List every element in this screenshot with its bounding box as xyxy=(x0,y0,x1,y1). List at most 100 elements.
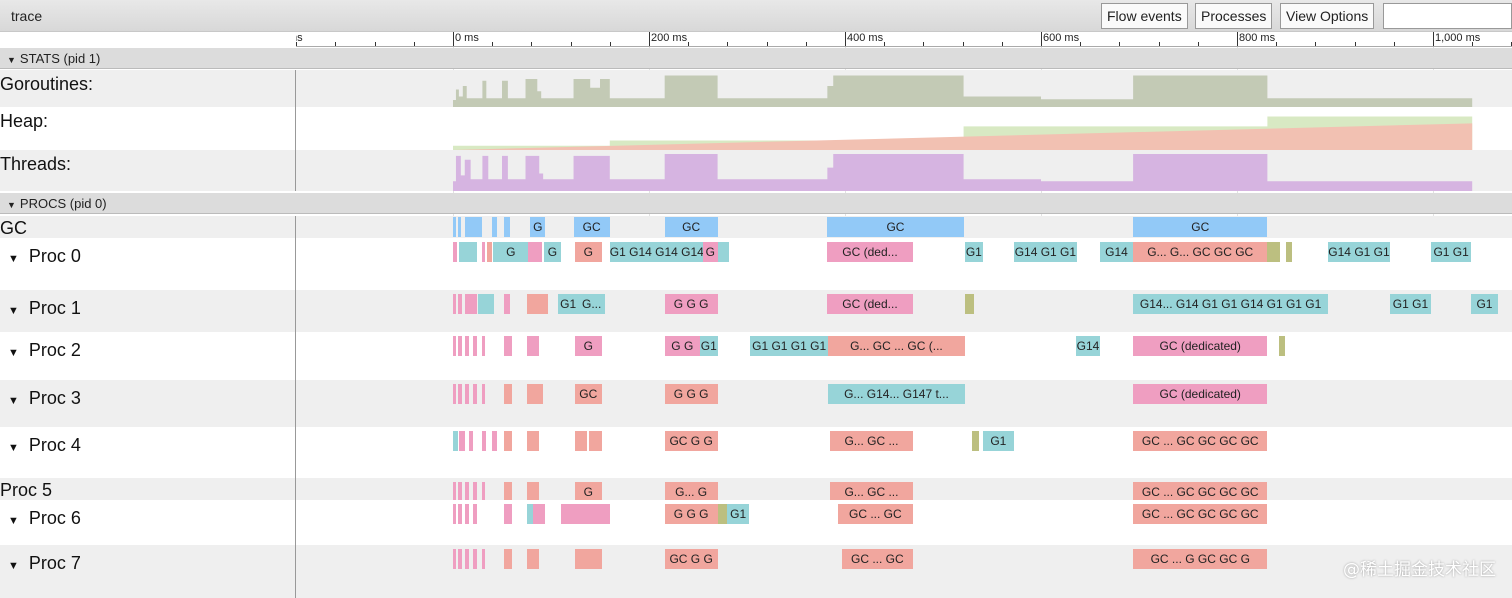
slice[interactable]: G1 G1 xyxy=(1389,294,1432,314)
slice[interactable] xyxy=(1286,242,1292,262)
slice[interactable]: G1 xyxy=(1471,294,1498,314)
slice[interactable] xyxy=(482,336,486,356)
slice[interactable]: G1 xyxy=(557,294,579,314)
slice[interactable]: G... GC ... xyxy=(830,431,913,451)
proc-0-label[interactable]: ▼ Proc 0 xyxy=(0,238,296,290)
slice[interactable] xyxy=(717,504,728,524)
slice[interactable]: G G G xyxy=(664,504,718,524)
slice[interactable]: GC xyxy=(664,217,718,237)
slice[interactable]: G... GC ... xyxy=(830,482,913,500)
triangle-down-icon[interactable]: ▼ xyxy=(8,347,19,359)
slice[interactable] xyxy=(560,504,610,524)
slice[interactable] xyxy=(527,431,540,451)
triangle-down-icon[interactable]: ▼ xyxy=(8,560,19,572)
slice[interactable]: G... G14... G147 t... xyxy=(828,384,965,404)
slice[interactable] xyxy=(503,431,512,451)
slice[interactable] xyxy=(503,217,510,237)
slice[interactable] xyxy=(527,482,540,500)
slice[interactable]: GC ... GC GC GC GC xyxy=(1133,431,1268,451)
slice[interactable]: G14 xyxy=(1076,336,1100,356)
slice[interactable] xyxy=(503,384,512,404)
slice[interactable] xyxy=(453,482,456,500)
slice[interactable]: G1 xyxy=(727,504,749,524)
slice[interactable]: G1 xyxy=(983,431,1014,451)
slice[interactable] xyxy=(464,384,469,404)
proc-4-label[interactable]: ▼ Proc 4 xyxy=(0,427,296,478)
slice[interactable] xyxy=(482,431,487,451)
slice[interactable] xyxy=(453,294,456,314)
slice[interactable]: GC xyxy=(573,217,610,237)
slice[interactable] xyxy=(457,482,462,500)
slice[interactable]: GC ... G GC GC G xyxy=(1133,549,1268,569)
triangle-down-icon[interactable]: ▼ xyxy=(8,253,19,265)
slice[interactable] xyxy=(527,384,544,404)
slice[interactable] xyxy=(453,384,456,404)
slice[interactable]: G xyxy=(574,336,602,356)
slice[interactable]: G G G xyxy=(664,384,718,404)
slice[interactable]: GC ... GC xyxy=(838,504,913,524)
slice[interactable] xyxy=(503,482,512,500)
slice[interactable]: GC xyxy=(1133,217,1268,237)
slice[interactable] xyxy=(457,384,462,404)
slice[interactable]: G... G... GC GC GC xyxy=(1133,242,1268,262)
slice[interactable]: G xyxy=(574,482,602,500)
slice[interactable] xyxy=(464,504,469,524)
slice[interactable]: GC (ded... xyxy=(827,242,913,262)
slice[interactable]: GC ... GC GC GC GC xyxy=(1133,482,1268,500)
slice[interactable] xyxy=(527,336,540,356)
slice[interactable]: G1 xyxy=(964,242,984,262)
slice[interactable]: GC xyxy=(827,217,964,237)
slice[interactable]: GC ... GC xyxy=(842,549,913,569)
slice[interactable] xyxy=(503,336,512,356)
slice[interactable] xyxy=(457,504,462,524)
slice[interactable] xyxy=(492,217,498,237)
slice[interactable]: G14 G1 G1 xyxy=(1013,242,1078,262)
slice[interactable] xyxy=(472,549,478,569)
slice[interactable]: GC ... GC GC GC GC xyxy=(1133,504,1268,524)
slice[interactable]: G xyxy=(702,242,718,262)
processes-button[interactable]: Processes xyxy=(1195,3,1273,29)
slice[interactable] xyxy=(472,336,478,356)
slice[interactable]: G1 xyxy=(699,336,718,356)
slice[interactable]: G xyxy=(544,242,561,262)
slice[interactable] xyxy=(717,242,730,262)
slice[interactable]: G14 xyxy=(1099,242,1134,262)
slice[interactable] xyxy=(482,482,486,500)
view-options-button[interactable]: View Options xyxy=(1280,3,1375,29)
slice[interactable] xyxy=(527,504,534,524)
slice[interactable]: G xyxy=(530,217,546,237)
slice[interactable] xyxy=(482,384,486,404)
triangle-down-icon[interactable]: ▼ xyxy=(8,442,19,454)
slice[interactable] xyxy=(589,431,602,451)
slice[interactable] xyxy=(964,294,975,314)
proc-1-label[interactable]: ▼ Proc 1 xyxy=(0,290,296,332)
proc-3-label[interactable]: ▼ Proc 3 xyxy=(0,380,296,427)
slice[interactable] xyxy=(457,294,462,314)
proc-2-label[interactable]: ▼ Proc 2 xyxy=(0,332,296,380)
slice[interactable] xyxy=(458,431,465,451)
time-ruler[interactable]: ms 0 ms 200 ms 400 ms 600 ms 800 ms 1,000 ms xyxy=(296,32,1512,47)
slice[interactable] xyxy=(453,431,458,451)
triangle-down-icon[interactable]: ▼ xyxy=(8,395,19,407)
triangle-down-icon[interactable]: ▼ xyxy=(8,515,19,527)
slice[interactable] xyxy=(503,549,512,569)
goroutines-counter[interactable] xyxy=(296,70,1512,107)
slice[interactable] xyxy=(464,482,469,500)
slice[interactable] xyxy=(453,217,456,237)
threads-counter[interactable] xyxy=(296,150,1512,191)
slice[interactable]: G... xyxy=(578,294,605,314)
slice[interactable] xyxy=(1267,242,1281,262)
slice[interactable]: GC xyxy=(574,384,602,404)
slice[interactable]: GC (ded... xyxy=(827,294,913,314)
slice[interactable]: GC G G xyxy=(664,549,718,569)
slice[interactable] xyxy=(453,549,456,569)
slice[interactable] xyxy=(972,431,980,451)
slice[interactable] xyxy=(457,549,462,569)
slice[interactable] xyxy=(574,431,588,451)
slice[interactable]: GC G G xyxy=(664,431,718,451)
slice[interactable] xyxy=(453,336,456,356)
slice[interactable] xyxy=(477,294,495,314)
slice[interactable] xyxy=(533,504,546,524)
slice[interactable]: G1 G14 G14 G14 xyxy=(609,242,703,262)
heap-counter[interactable] xyxy=(296,107,1512,150)
